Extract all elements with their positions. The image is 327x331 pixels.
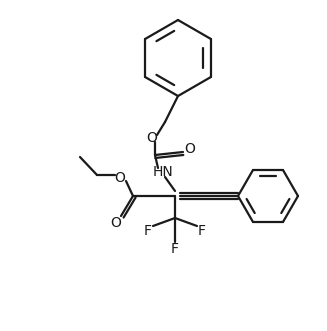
Text: F: F	[171, 242, 179, 256]
Text: O: O	[111, 216, 121, 230]
Text: F: F	[198, 224, 206, 238]
Text: F: F	[144, 224, 152, 238]
Text: O: O	[146, 131, 157, 145]
Text: O: O	[184, 142, 196, 156]
Text: HN: HN	[153, 165, 173, 179]
Text: O: O	[114, 171, 126, 185]
